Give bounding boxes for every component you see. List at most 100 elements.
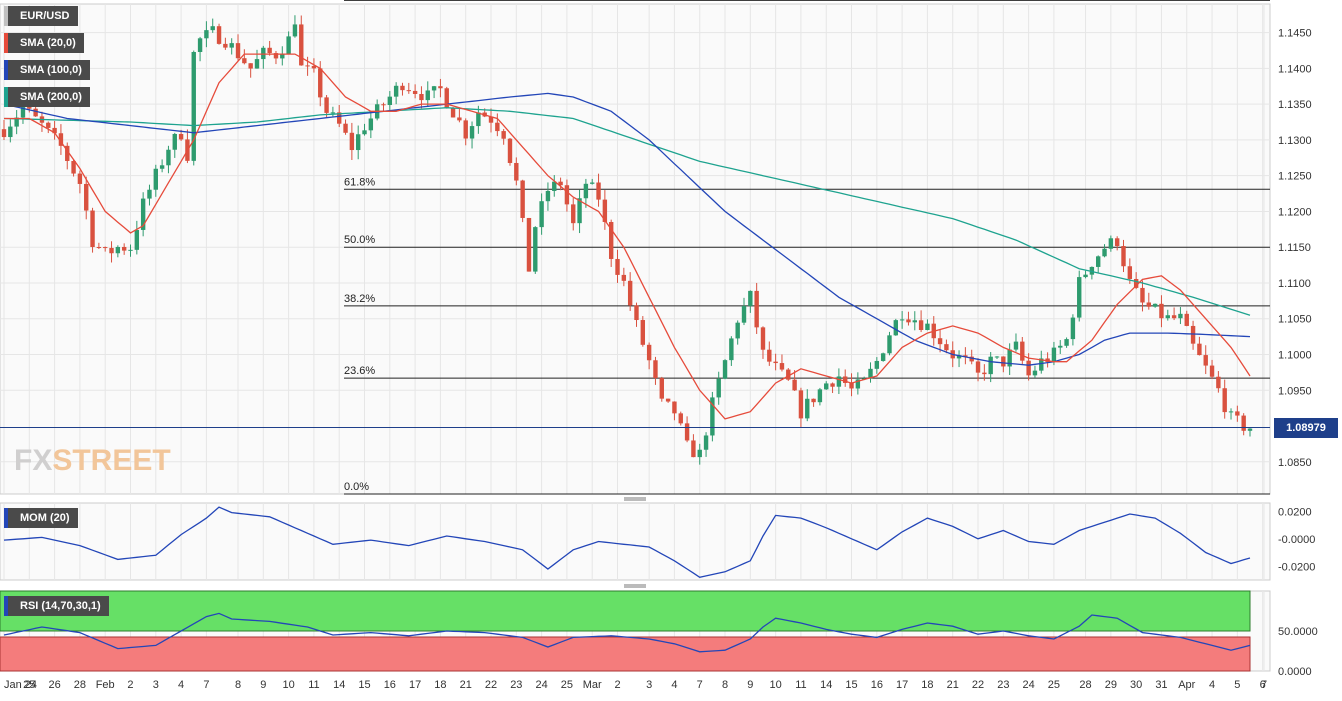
sma200-badge[interactable]: SMA (200,0) [4, 87, 90, 107]
candle-body [722, 360, 728, 379]
candle-body [779, 363, 785, 370]
candle-body [77, 173, 83, 184]
candle-body [786, 369, 791, 380]
candle-body [501, 131, 506, 139]
candle-body [463, 120, 468, 139]
candle-body [96, 247, 102, 249]
candle-body [1077, 277, 1082, 318]
rsi-tick-label: 50.0000 [1278, 626, 1318, 638]
candle-body [102, 247, 108, 249]
candle-body [1064, 339, 1069, 346]
momentum-panel: 0.0200 -0.0000 -0.0200 [3, 497, 1315, 578]
candle-body [159, 165, 165, 169]
candle-body [798, 390, 804, 419]
last-price-tag: 1.08979 [1274, 418, 1338, 438]
candle-body [121, 246, 127, 251]
fib-label: 50.0% [344, 234, 375, 246]
sma200-line [3, 107, 1251, 316]
candle-body [400, 85, 405, 91]
candle-body [1203, 355, 1208, 366]
candle-body [1241, 415, 1246, 431]
candle-body [27, 107, 32, 109]
candle-body [1235, 411, 1240, 416]
time-tick-label: Feb [96, 679, 115, 691]
candle-body [1114, 238, 1120, 247]
candle-body [1146, 302, 1152, 307]
candle-body [937, 338, 943, 345]
candle-body [653, 360, 658, 379]
time-tick-label: 2 [127, 679, 133, 691]
candle-body [33, 108, 38, 117]
price-tick-label: 1.1200 [1278, 206, 1312, 218]
candle-body [140, 198, 146, 230]
sma20-badge[interactable]: SMA (20,0) [4, 33, 84, 53]
candle-body [197, 38, 203, 52]
candle-body [1089, 266, 1095, 275]
candle-body [880, 353, 886, 361]
time-tick-label: 25 [1048, 679, 1060, 691]
candle-body [944, 344, 949, 351]
fib-label: 0.0% [344, 481, 369, 493]
time-tick-label: 3 [153, 679, 159, 691]
fxstreet-watermark: FXSTREET [14, 444, 171, 478]
candle-body [792, 379, 797, 391]
candle-body [1032, 370, 1038, 376]
candle-body [1133, 278, 1139, 288]
candle-body [286, 36, 291, 54]
candle-body [419, 93, 424, 101]
sma100-badge[interactable]: SMA (100,0) [4, 60, 90, 80]
time-tick-label: 2 [614, 679, 620, 691]
time-tick-label: 10 [282, 679, 294, 691]
time-tick-label: 4 [671, 679, 677, 691]
rsi-overbought-zone [0, 590, 1251, 632]
candle-body [843, 376, 848, 383]
candle-body [672, 401, 677, 414]
mom-line [3, 506, 1251, 578]
price-tick-label: 1.0850 [1278, 457, 1312, 469]
candle-body [507, 138, 513, 163]
candle-body [982, 372, 987, 375]
watermark-street: STREET [52, 444, 171, 477]
candle-body [1190, 325, 1196, 344]
candle-body [1178, 313, 1183, 319]
candle-body [71, 160, 76, 174]
time-tick-label: 6 [1260, 679, 1266, 691]
candle-body [147, 189, 152, 199]
candle-body [1165, 315, 1170, 319]
candle-body [988, 356, 993, 375]
mom-badge[interactable]: MOM (20) [4, 508, 78, 528]
candle-body [703, 435, 709, 450]
candle-body [292, 24, 298, 37]
candle-body [1058, 345, 1063, 348]
candle-body [710, 397, 715, 436]
candle-body [393, 85, 399, 97]
candle-body [969, 356, 974, 362]
time-tick-label: 5 [1234, 679, 1240, 691]
candle-body [590, 182, 595, 184]
candle-body [684, 423, 690, 441]
rsi-oversold-zone [0, 636, 1251, 672]
time-tick-label: 9 [260, 679, 266, 691]
candle-body [659, 378, 664, 399]
candle-body [412, 90, 418, 94]
candle-body [729, 338, 734, 361]
candle-body [318, 68, 323, 98]
candle-body [1039, 358, 1044, 371]
last-price-value: 1.08979 [1286, 422, 1326, 434]
time-tick-label: 16 [871, 679, 883, 691]
rsi-badge[interactable]: RSI (14,70,30,1) [4, 596, 109, 616]
candle-body [817, 389, 823, 403]
time-tick-label: 14 [333, 679, 345, 691]
candle-body [134, 229, 140, 250]
candle-body [305, 65, 310, 67]
candle-body [1228, 411, 1234, 413]
panel-resize-handle [624, 584, 646, 588]
instrument-badge[interactable]: EUR/USD [4, 6, 78, 26]
candle-body [767, 349, 772, 362]
candle-body [343, 123, 348, 133]
candle-body [925, 323, 930, 331]
price-tick-label: 1.1400 [1278, 63, 1312, 75]
candle-body [444, 88, 449, 108]
